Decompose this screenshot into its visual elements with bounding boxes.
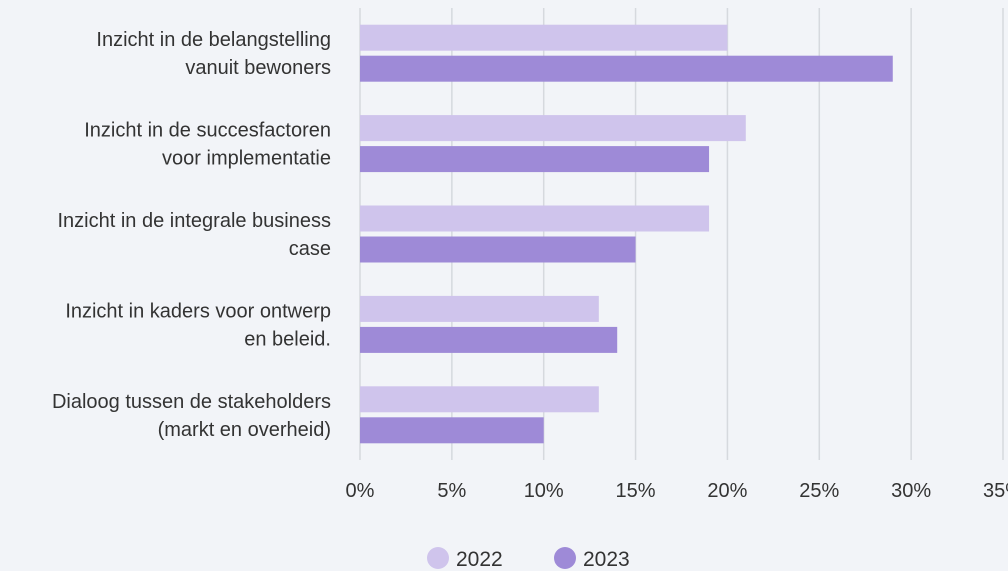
bar-2023-2[interactable] [360,236,636,263]
category-label: Inzicht in de belangstelling vanuit bewon… [96,29,331,79]
bar-2023-3[interactable] [360,326,618,353]
legend-label-2023[interactable]: 2023 [583,548,630,571]
x-tick-label: 15% [616,480,656,502]
bar-2023-1[interactable] [360,146,710,173]
x-axis: 0% 5% 10% 15% 20% 25% 30% 35% [346,480,1008,502]
bar-2022-0[interactable] [360,24,728,51]
x-tick-label: 20% [707,480,747,502]
bar-2022-1[interactable] [360,115,746,142]
category-label: Inzicht in de integrale business case [58,210,332,260]
category-label: Dialoog tussen de stakeholders (markt en … [52,391,331,441]
x-tick-label: 30% [891,480,931,502]
gridlines [359,8,1004,460]
bar-2022-4[interactable] [360,386,599,413]
legend[interactable]: 2022 2023 [427,547,630,571]
x-tick-label: 0% [346,480,375,502]
x-tick-label: 5% [437,480,466,502]
bar-2023-0[interactable] [360,55,893,82]
x-tick-label: 35% [983,480,1008,502]
bar-2023-4[interactable] [360,417,544,444]
bars [360,24,893,444]
legend-swatch-2023[interactable] [554,547,576,569]
bar-2022-3[interactable] [360,295,599,322]
x-tick-label: 10% [524,480,564,502]
x-tick-label: 25% [799,480,839,502]
category-labels: Inzicht in de belangstelling vanuit bewon… [52,29,331,441]
legend-label-2022[interactable]: 2022 [456,548,503,571]
bar-2022-2[interactable] [360,205,710,232]
category-label: Inzicht in kaders voor ontwerp en beleid. [65,300,331,350]
legend-swatch-2022[interactable] [427,547,449,569]
category-label: Inzicht in de succesfactoren voor impleme… [84,120,331,170]
